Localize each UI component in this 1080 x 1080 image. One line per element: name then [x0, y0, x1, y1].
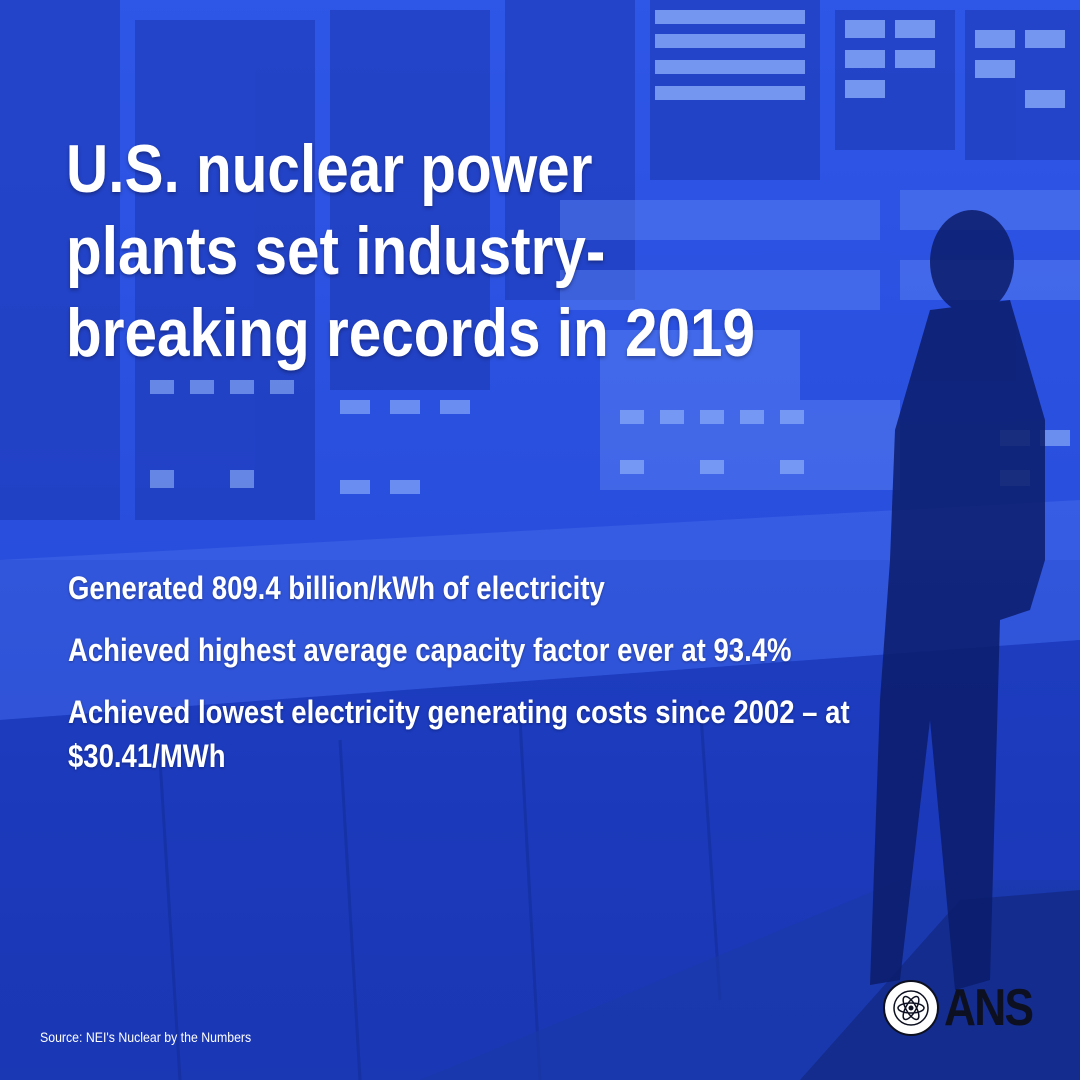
atom-seal-icon: [883, 980, 939, 1036]
facts-list: Generated 809.4 billion/kWh of electrici…: [68, 566, 988, 796]
source-credit: Source: NEI's Nuclear by the Numbers: [40, 1029, 252, 1045]
ans-wordmark: ANS: [944, 979, 1034, 1037]
headline: U.S. nuclear power plants set industry-b…: [66, 131, 756, 371]
ans-logo: ANS: [882, 976, 1034, 1040]
fact-item-capacity-factor: Achieved highest average capacity factor…: [68, 632, 792, 668]
fact-item-generating-costs: Achieved lowest electricity generating c…: [68, 694, 850, 774]
fact-item-electricity: Generated 809.4 billion/kWh of electrici…: [68, 570, 605, 606]
